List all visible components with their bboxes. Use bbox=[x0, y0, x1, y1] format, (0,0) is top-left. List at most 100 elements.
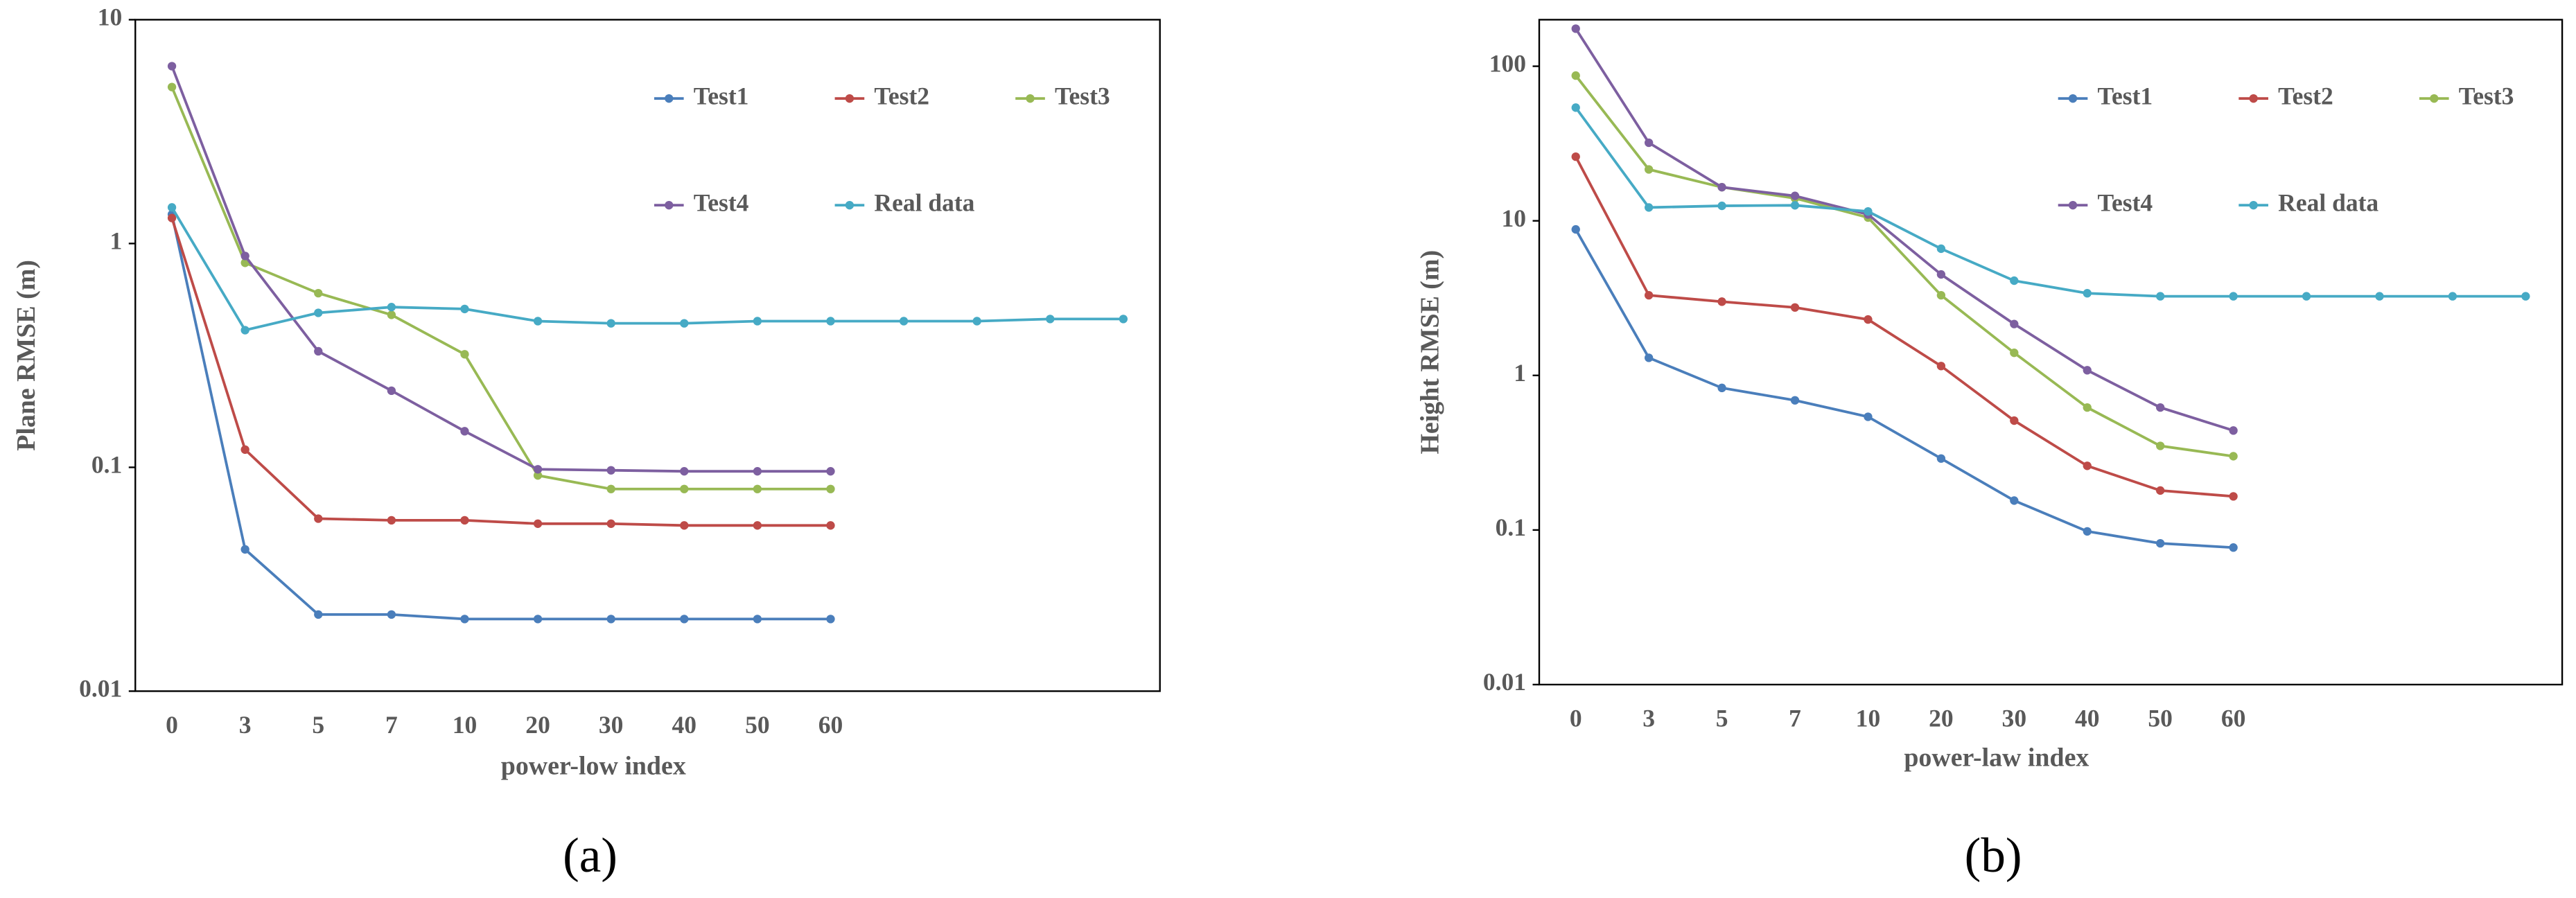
data-point bbox=[1864, 412, 1873, 421]
x-tick-label: 0 bbox=[166, 711, 178, 739]
data-point bbox=[2010, 349, 2019, 358]
data-point bbox=[2010, 416, 2019, 425]
data-point bbox=[606, 319, 615, 328]
legend-marker bbox=[2068, 201, 2078, 210]
data-point bbox=[826, 467, 835, 476]
data-point bbox=[753, 615, 762, 624]
legend-label: Real data bbox=[2278, 188, 2378, 216]
data-point bbox=[606, 466, 615, 475]
series-line bbox=[1575, 229, 2234, 549]
data-point bbox=[753, 484, 762, 493]
x-tick-label: 40 bbox=[672, 711, 697, 739]
data-point bbox=[1790, 303, 1800, 312]
data-point bbox=[314, 288, 323, 298]
data-point bbox=[753, 467, 762, 476]
x-tick-label: 5 bbox=[312, 711, 324, 739]
legend-marker bbox=[2249, 94, 2258, 103]
data-point bbox=[1571, 24, 1580, 33]
data-point bbox=[1864, 206, 1873, 216]
data-point bbox=[2229, 292, 2238, 301]
data-point bbox=[1644, 290, 1654, 300]
data-point bbox=[387, 303, 396, 312]
x-tick-label: 20 bbox=[1929, 704, 1954, 732]
data-point bbox=[1119, 315, 1128, 324]
series-line bbox=[170, 86, 831, 491]
data-point bbox=[460, 304, 469, 314]
data-point bbox=[1936, 290, 1946, 300]
y-tick-label: 0.01 bbox=[79, 675, 122, 703]
x-axis-label: power-law index bbox=[1904, 743, 2089, 773]
x-tick-label: 30 bbox=[2002, 704, 2027, 732]
legend-label: Test3 bbox=[1055, 82, 1110, 109]
legend-label: Test2 bbox=[874, 82, 929, 109]
legend-marker bbox=[1026, 94, 1035, 103]
data-point bbox=[826, 615, 835, 624]
cap: (a) bbox=[563, 829, 617, 883]
data-point bbox=[2083, 366, 2092, 375]
data-point bbox=[2229, 426, 2238, 435]
data-point bbox=[1717, 383, 1726, 393]
plot-frame bbox=[134, 19, 1161, 692]
data-point bbox=[2010, 496, 2019, 505]
data-point bbox=[680, 521, 689, 530]
x-tick-label: 30 bbox=[599, 711, 624, 739]
data-point bbox=[606, 484, 615, 493]
series-line bbox=[1575, 28, 2234, 432]
legend-label: Test1 bbox=[2098, 82, 2153, 109]
data-point bbox=[2156, 292, 2165, 301]
data-point bbox=[2156, 403, 2165, 412]
x-tick-label: 7 bbox=[385, 711, 398, 739]
y-axis-label: Height RMSE (m) bbox=[1416, 250, 1445, 455]
data-point bbox=[460, 350, 469, 359]
x-tick-label: 10 bbox=[453, 711, 477, 739]
data-point bbox=[2156, 441, 2165, 450]
data-point bbox=[2375, 292, 2384, 301]
data-point bbox=[167, 82, 177, 91]
data-point bbox=[2083, 461, 2092, 470]
data-point bbox=[2229, 452, 2238, 461]
series-line bbox=[170, 218, 831, 527]
data-point bbox=[240, 445, 249, 455]
data-point bbox=[1717, 201, 1726, 211]
x-tick-label: 5 bbox=[1716, 704, 1728, 732]
data-point bbox=[1936, 362, 1946, 371]
series-line bbox=[1575, 74, 2234, 458]
data-point bbox=[314, 346, 323, 356]
series-line bbox=[170, 213, 831, 621]
legend-marker bbox=[845, 201, 855, 210]
legend-marker bbox=[845, 94, 855, 103]
data-point bbox=[314, 308, 323, 317]
data-point bbox=[2083, 527, 2092, 536]
data-point bbox=[533, 519, 543, 528]
data-point bbox=[606, 615, 615, 624]
data-point bbox=[1717, 297, 1726, 306]
data-point bbox=[826, 317, 835, 326]
data-point bbox=[1644, 165, 1654, 174]
legend-marker bbox=[2249, 201, 2258, 210]
data-point bbox=[2229, 492, 2238, 501]
data-point bbox=[387, 610, 396, 619]
data-point bbox=[1864, 315, 1873, 324]
series-line bbox=[170, 65, 831, 473]
data-point bbox=[1644, 353, 1654, 362]
data-point bbox=[1046, 315, 1055, 324]
data-point bbox=[826, 521, 835, 530]
legend-label: Test1 bbox=[694, 82, 749, 109]
y-tick-label: 1 bbox=[1514, 359, 1526, 387]
data-point bbox=[1936, 244, 1946, 254]
data-point bbox=[606, 519, 615, 528]
data-point bbox=[2010, 276, 2019, 285]
data-point bbox=[1936, 270, 1946, 279]
data-point bbox=[2083, 403, 2092, 412]
legend-label: Test4 bbox=[2098, 188, 2153, 216]
series-line bbox=[170, 206, 1123, 332]
x-tick-label: 3 bbox=[239, 711, 252, 739]
data-point bbox=[826, 484, 835, 493]
data-point bbox=[240, 326, 249, 335]
data-point bbox=[1717, 183, 1726, 192]
data-point bbox=[680, 467, 689, 476]
data-point bbox=[2156, 486, 2165, 495]
data-point bbox=[1936, 454, 1946, 463]
